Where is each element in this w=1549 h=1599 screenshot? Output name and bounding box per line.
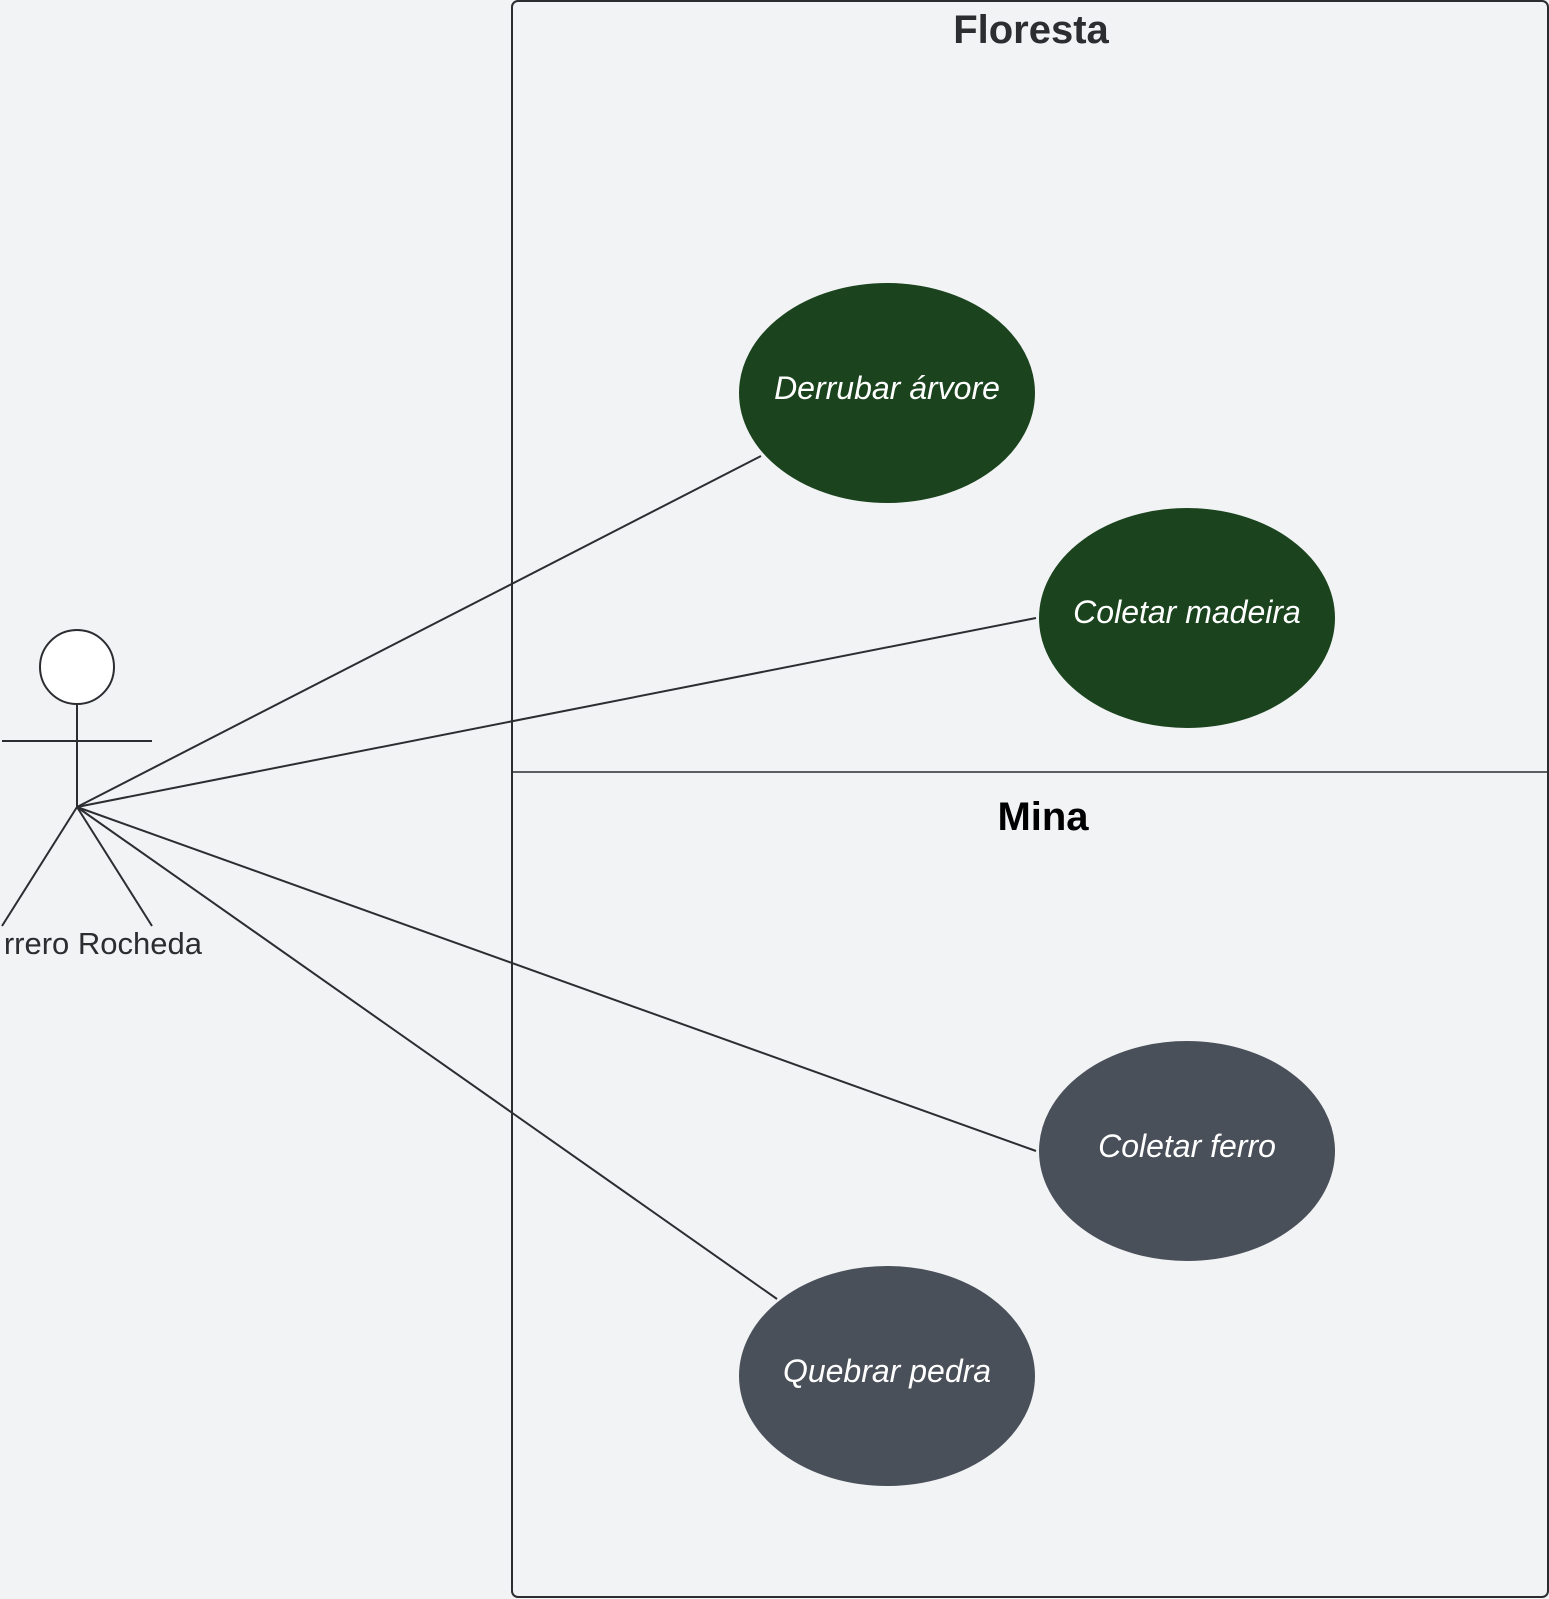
association-quebrar-pedra[interactable] xyxy=(76,806,778,1300)
usecase-ellipse[interactable] xyxy=(1037,1039,1337,1263)
usecase-ellipse[interactable] xyxy=(737,281,1037,505)
associations xyxy=(76,455,1037,1300)
usecase-label: Coletar madeira xyxy=(1073,594,1301,630)
association-derrubar-arvore[interactable] xyxy=(76,455,762,808)
usecase-label: Derrubar árvore xyxy=(774,370,1000,406)
floresta-title: Floresta xyxy=(953,8,1109,52)
actor-right-leg xyxy=(76,806,153,927)
usecase-coletar-madeira[interactable]: Coletar madeira xyxy=(1037,506,1337,730)
mina-title: Mina xyxy=(997,795,1089,839)
usecase-derrubar-arvore[interactable]: Derrubar árvore xyxy=(737,281,1037,505)
usecase-ellipse[interactable] xyxy=(737,1264,1037,1488)
actor-head[interactable] xyxy=(39,629,115,705)
association-coletar-madeira[interactable] xyxy=(76,617,1037,808)
actor[interactable] xyxy=(1,629,153,927)
usecase-coletar-ferro[interactable]: Coletar ferro xyxy=(1037,1039,1337,1263)
usecase-label: Coletar ferro xyxy=(1098,1128,1276,1164)
usecase-quebrar-pedra[interactable]: Quebrar pedra xyxy=(737,1264,1037,1488)
usecase-label: Quebrar pedra xyxy=(783,1353,991,1389)
usecase-ellipse[interactable] xyxy=(1037,506,1337,730)
association-coletar-ferro[interactable] xyxy=(76,806,1037,1152)
actor-label: rrero Rocheda xyxy=(4,926,203,961)
actor-left-leg xyxy=(1,806,78,927)
